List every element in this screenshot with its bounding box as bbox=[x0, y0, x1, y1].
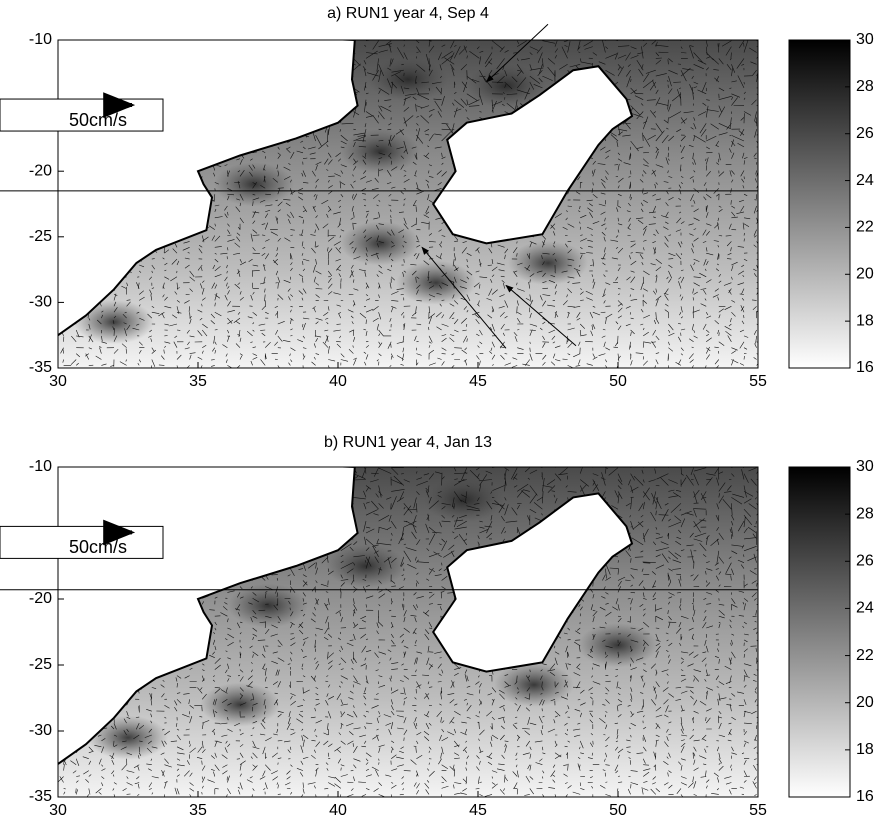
x-tick-label: 45 bbox=[469, 802, 487, 819]
x-tick-label: 35 bbox=[189, 373, 207, 390]
x-tick-label: 50 bbox=[609, 802, 627, 819]
colorbar-label: 30 bbox=[856, 31, 874, 48]
map-panel bbox=[58, 40, 758, 368]
land-madagascar bbox=[432, 492, 634, 673]
eddy bbox=[340, 221, 420, 266]
colorbar-label: 20 bbox=[856, 694, 874, 711]
colorbar-label: 18 bbox=[856, 741, 874, 758]
x-tick-label: 30 bbox=[49, 802, 67, 819]
y-tick-label: -35 bbox=[29, 788, 52, 805]
colorbar bbox=[788, 466, 851, 798]
panel-title: a) RUN1 year 4, Sep 4 bbox=[327, 5, 489, 22]
y-tick-label: -35 bbox=[29, 359, 52, 376]
velocity-vectors bbox=[58, 467, 758, 797]
land-madagascar bbox=[431, 65, 634, 245]
x-tick-label: 30 bbox=[49, 373, 67, 390]
colorbar-label: 28 bbox=[856, 78, 874, 95]
eddy bbox=[424, 478, 504, 522]
map-panel bbox=[58, 467, 758, 797]
colorbar-label: 24 bbox=[856, 600, 874, 617]
x-tick-label: 35 bbox=[189, 802, 207, 819]
eddy bbox=[214, 162, 294, 207]
axes-frame bbox=[57, 466, 759, 798]
eddy bbox=[494, 662, 574, 707]
colorbar-label: 20 bbox=[856, 266, 874, 283]
colorbar-label: 22 bbox=[856, 219, 874, 236]
eddy bbox=[508, 241, 588, 286]
eddy bbox=[228, 583, 308, 628]
x-tick-label: 40 bbox=[329, 802, 347, 819]
x-tick-label: 40 bbox=[329, 373, 347, 390]
eddy bbox=[326, 544, 406, 588]
colorbar-label: 16 bbox=[856, 788, 874, 805]
eddy bbox=[396, 260, 476, 305]
eddy bbox=[74, 300, 154, 345]
colorbar-label: 26 bbox=[856, 553, 874, 570]
colorbar bbox=[788, 39, 851, 369]
reference-label: 50cm/s bbox=[69, 537, 127, 557]
colorbar-label: 16 bbox=[856, 359, 874, 376]
colorbar-label: 28 bbox=[856, 505, 874, 522]
x-tick-label: 55 bbox=[749, 802, 767, 819]
colorbar-label: 26 bbox=[856, 125, 874, 142]
y-tick-label: -20 bbox=[29, 162, 52, 179]
y-tick-label: -30 bbox=[29, 722, 52, 739]
velocity-vectors bbox=[58, 40, 758, 368]
colorbar-label: 18 bbox=[856, 312, 874, 329]
axes-frame bbox=[57, 39, 759, 369]
y-tick-label: -25 bbox=[29, 228, 52, 245]
reference-label: 50cm/s bbox=[69, 110, 127, 130]
reference-box bbox=[0, 525, 164, 559]
x-tick-label: 50 bbox=[609, 373, 627, 390]
annotation-arrow bbox=[485, 23, 549, 83]
y-tick-label: -10 bbox=[29, 31, 52, 48]
x-tick-label: 45 bbox=[469, 373, 487, 390]
annotation-arrow bbox=[421, 246, 507, 349]
y-tick-label: -10 bbox=[29, 458, 52, 475]
eddy bbox=[340, 129, 420, 174]
eddy bbox=[578, 623, 658, 668]
colorbar-label: 30 bbox=[856, 458, 874, 475]
colorbar-label: 24 bbox=[856, 172, 874, 189]
eddy bbox=[200, 682, 280, 727]
panel-title: b) RUN1 year 4, Jan 13 bbox=[324, 434, 492, 451]
colorbar-label: 22 bbox=[856, 647, 874, 664]
y-tick-label: -20 bbox=[29, 590, 52, 607]
annotation-arrow bbox=[505, 284, 577, 347]
x-tick-label: 55 bbox=[749, 373, 767, 390]
y-tick-label: -25 bbox=[29, 656, 52, 673]
y-tick-label: -30 bbox=[29, 294, 52, 311]
reference-box bbox=[0, 98, 164, 132]
